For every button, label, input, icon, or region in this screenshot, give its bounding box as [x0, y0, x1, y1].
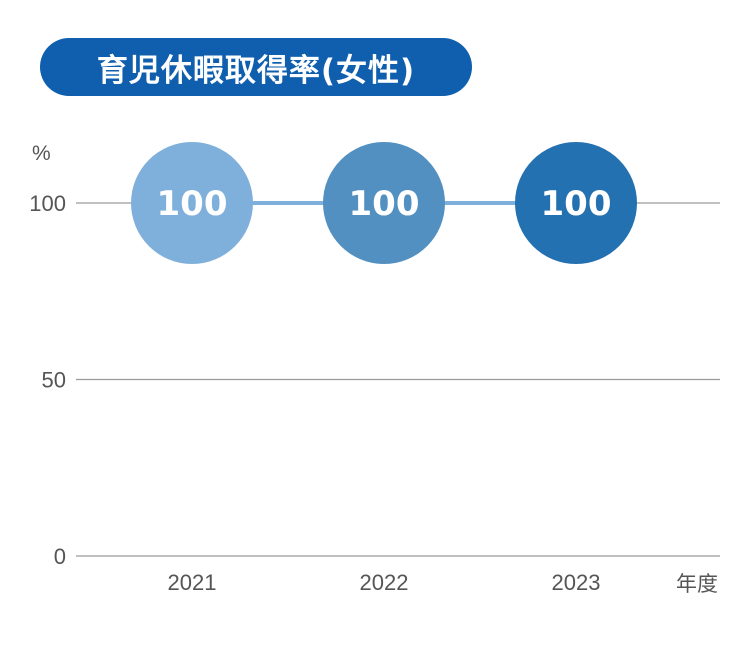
chart-title: 育児休暇取得率(女性) [40, 38, 472, 96]
data-points: 100 100 100 [131, 142, 637, 264]
y-axis-unit-label: % [32, 142, 51, 165]
data-point-2022 [323, 142, 445, 264]
y-tick-label: 100 [29, 191, 66, 216]
data-point-2021 [131, 142, 253, 264]
x-tick-label: 2022 [360, 570, 409, 595]
x-axis-ticks: 2021 2022 2023 [168, 570, 601, 595]
x-tick-label: 2021 [168, 570, 217, 595]
y-axis-ticks: 0 50 100 [29, 191, 66, 569]
data-point-2023 [515, 142, 637, 264]
data-label-2023: 100 [541, 184, 612, 224]
data-label-2021: 100 [157, 184, 228, 224]
y-tick-label: 0 [54, 544, 66, 569]
data-label-2022: 100 [349, 184, 420, 224]
x-axis-unit-label: 年度 [676, 572, 718, 596]
y-tick-label: 50 [42, 368, 66, 393]
x-tick-label: 2023 [552, 570, 601, 595]
